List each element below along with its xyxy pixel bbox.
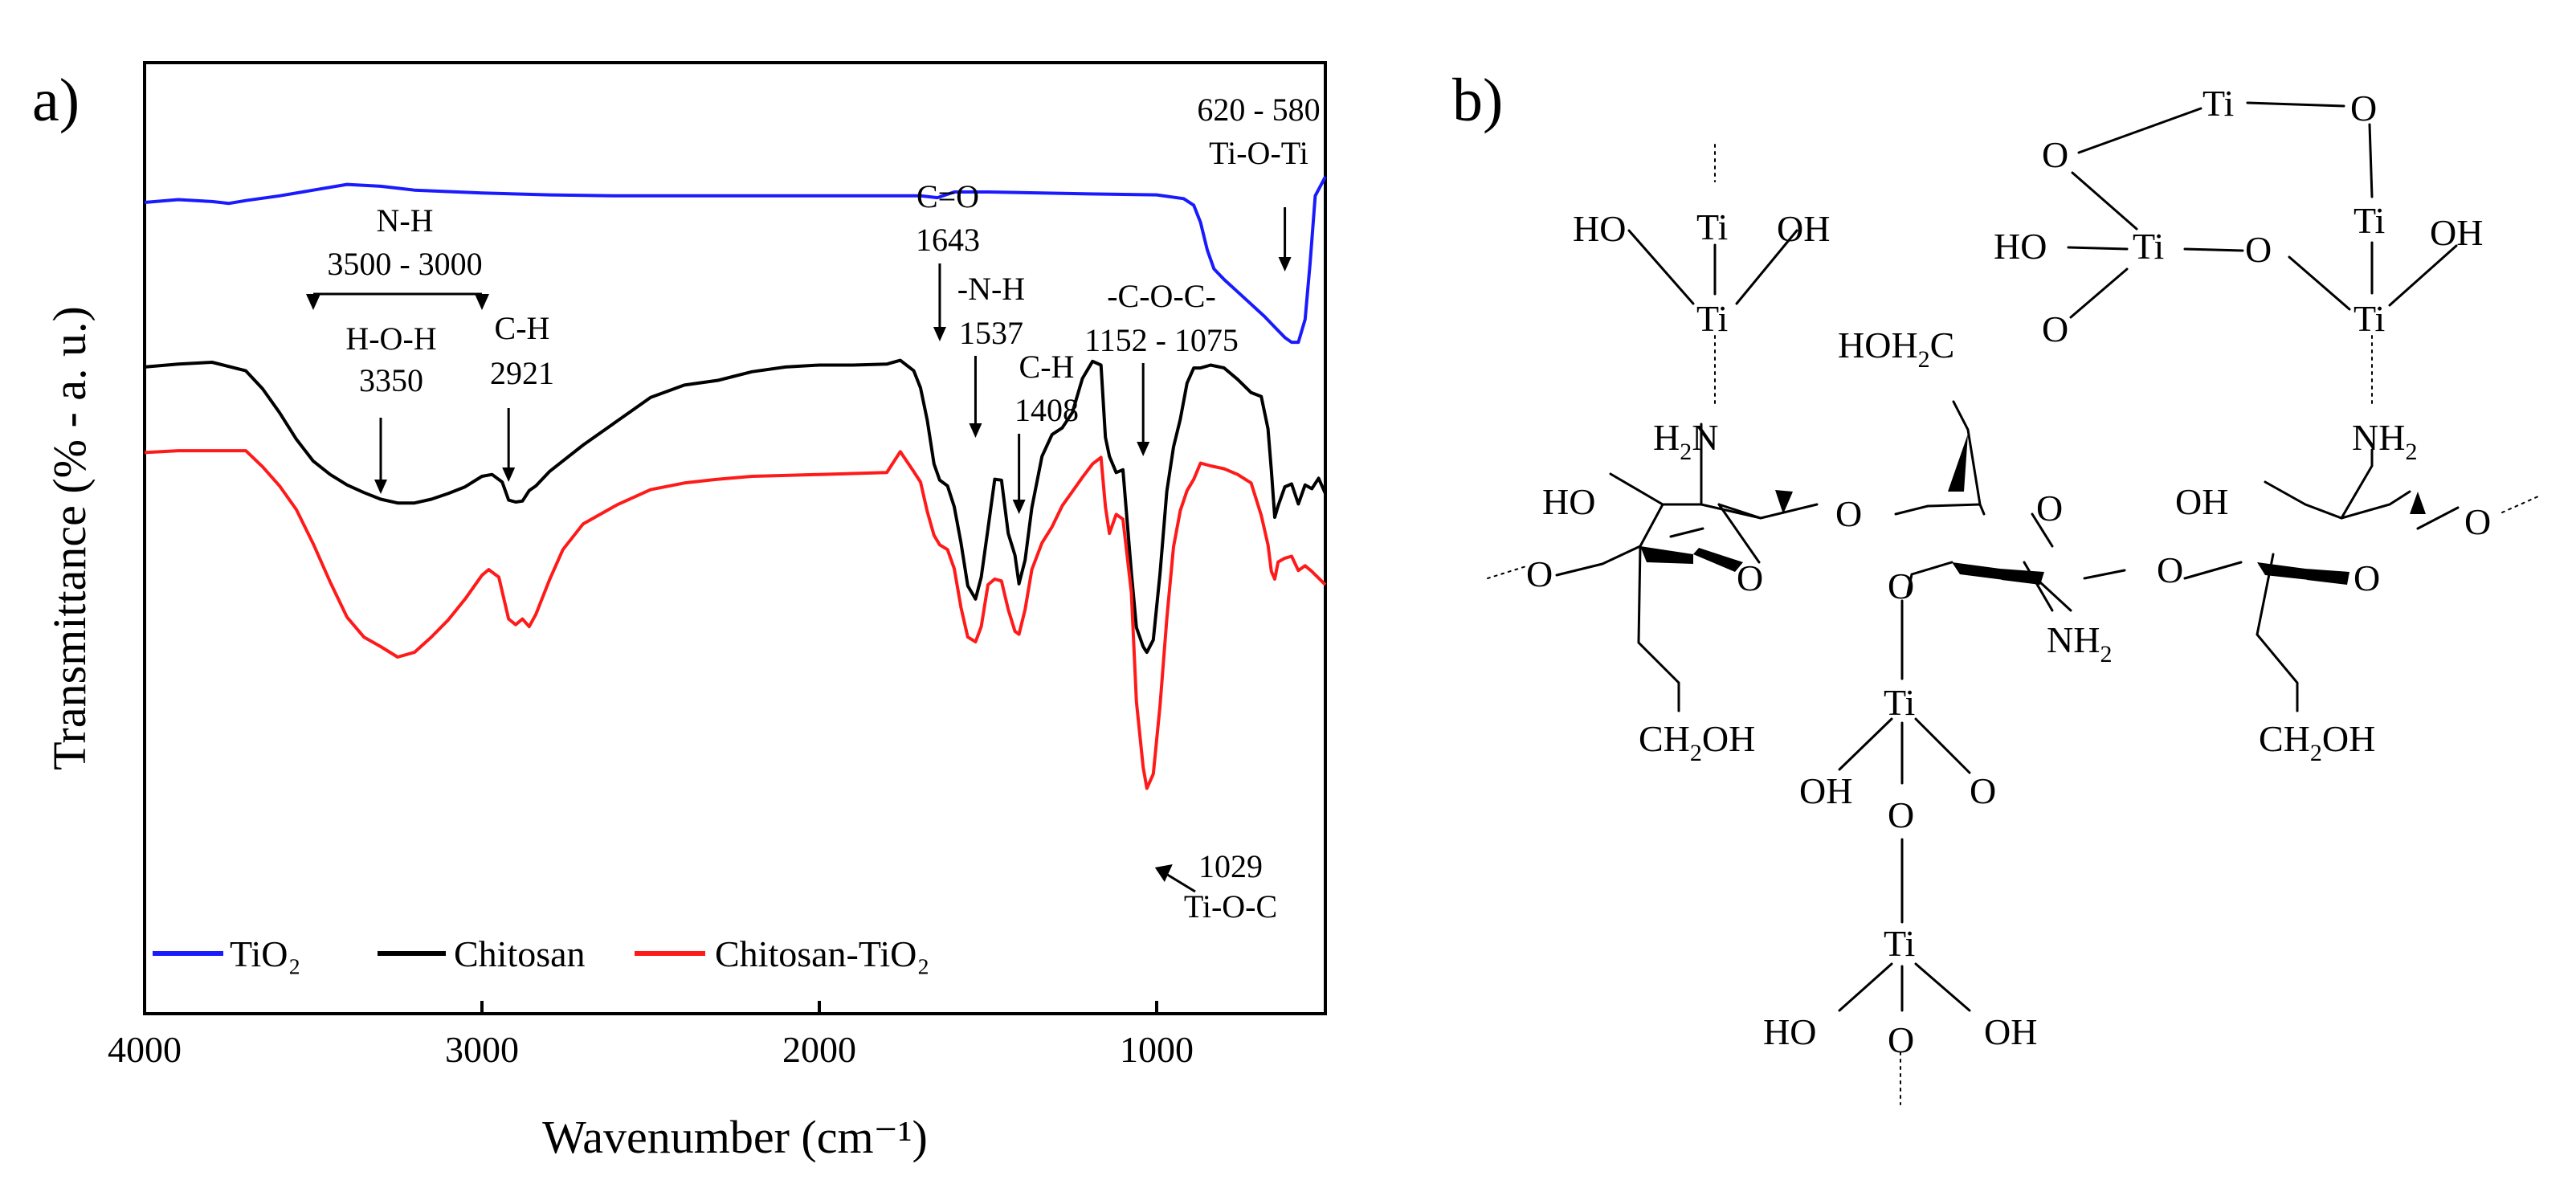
atom-ti-mid: Ti (2133, 226, 2164, 267)
atom-ho-ring1: HO (1542, 481, 1595, 522)
atom-o-low2: O (1888, 1019, 1914, 1060)
x-axis-ticks: 4000 3000 2000 1000 (108, 1001, 1194, 1070)
atom-oh-ul: OH (1777, 208, 1830, 249)
atom-ti-ul1: Ti (1696, 206, 1728, 247)
arrow-ch1-head (502, 467, 516, 482)
annotation-coc-name: -C-O-C- (1107, 278, 1216, 314)
arrow-co-head (933, 327, 946, 341)
atom-ch2oh-right: CH2OH (2259, 718, 2375, 766)
x-tick-label-4000: 4000 (108, 1029, 182, 1070)
annotation-ch2-value: 1408 (1014, 392, 1079, 428)
atom-o-ring1: O (1737, 557, 1763, 598)
annotation-arrows (306, 207, 1292, 893)
annotation-tioti-name: Ti-O-Ti (1209, 135, 1308, 171)
atom-oh-ring3: OH (2175, 481, 2228, 522)
atom-o-l1: O (2042, 134, 2068, 175)
annotation-tioc-name: Ti-O-C (1184, 888, 1277, 925)
atom-ti-top: Ti (2202, 83, 2234, 124)
arrow-tioc-shaft (1166, 872, 1196, 893)
atom-o-bridge: O (1888, 565, 1914, 606)
structure-labels: Ti HO OH Ti Ti O O HO Ti O Ti OH O Ti H2… (1526, 83, 2491, 1060)
atom-ho-ul: HO (1573, 208, 1626, 249)
arrow-nh2-head (969, 423, 982, 438)
panel-b-label: b) (1452, 67, 1503, 134)
atom-ti-low1: Ti (1884, 682, 1915, 723)
annotation-nh-range: 3500 - 3000 (327, 246, 482, 282)
atom-oh-low2: OH (1984, 1011, 2037, 1052)
atom-ho-ur: HO (1994, 226, 2047, 267)
legend-label-chitosan-tio2: Chitosan-TiO₂ (715, 933, 929, 974)
x-tick-label-3000: 3000 (445, 1029, 519, 1070)
annotation-ch1-value: 2921 (490, 355, 554, 391)
atom-o-low1: O (1888, 794, 1914, 835)
annotation-nh2-name: -N-H (957, 271, 1025, 307)
annotation-nh2-value: 1537 (959, 315, 1023, 351)
panel-a-label: a) (32, 67, 80, 134)
annotation-co-name: C=O (917, 178, 979, 214)
annotation-coc-range: 1152 - 1075 (1084, 322, 1239, 358)
annotation-tioc-value: 1029 (1198, 848, 1263, 884)
atom-ti-ul2: Ti (1696, 298, 1728, 339)
atom-o-l2: O (2042, 308, 2068, 349)
atom-o-link2: O (2157, 549, 2183, 590)
nh-bracket-left-tick (306, 294, 320, 310)
atom-oh-low1: OH (1799, 770, 1852, 811)
atom-ti-r1: Ti (2354, 200, 2385, 241)
annotation-ch2-name: C-H (1019, 349, 1075, 385)
arrow-tioti-head (1278, 257, 1292, 271)
atom-nh2-bottom: NH2 (2047, 619, 2112, 667)
annotation-ch1-name: C-H (495, 310, 550, 346)
series-line-tio2 (144, 176, 1327, 345)
atom-nh2-top: NH2 (2352, 417, 2417, 465)
annotation-co-value: 1643 (916, 222, 980, 258)
arrow-coc-head (1137, 442, 1150, 456)
annotation-hoh-name: H-O-H (345, 320, 436, 357)
legend-label-tio2: TiO₂ (230, 933, 301, 974)
atom-ho-low2: HO (1763, 1011, 1816, 1052)
x-tick-label-2000: 2000 (782, 1029, 856, 1070)
y-axis-label: Transmittance (% - a. u.) (43, 306, 96, 770)
atom-o-mid: O (2245, 229, 2272, 270)
x-tick-label-1000: 1000 (1120, 1029, 1194, 1070)
atom-o-ring2: O (2036, 488, 2063, 529)
series-layer (144, 176, 1327, 790)
atom-oh-ur: OH (2430, 212, 2483, 253)
legend-label-chitosan: Chitosan (454, 933, 586, 974)
atom-o-link1: O (1835, 493, 1862, 534)
series-line-chitosan (144, 358, 1327, 655)
chitosan-tio2-structure (1487, 101, 2539, 1105)
annotation-hoh-value: 3350 (359, 362, 423, 398)
x-axis-label: Wavenumber (cm⁻¹) (542, 1111, 928, 1163)
atom-o-end: O (2464, 501, 2491, 542)
arrow-ch2-head (1012, 500, 1026, 514)
atom-h2n: H2N (1653, 417, 1718, 465)
annotation-tioti-range: 620 - 580 (1197, 92, 1320, 128)
series-line-chitosan-tio2 (144, 449, 1327, 790)
atom-hoh2c: HOH2C (1838, 325, 1954, 373)
annotation-nh-name: N-H (376, 202, 433, 239)
arrow-tioc-head (1154, 864, 1173, 882)
arrow-hoh-head (374, 480, 387, 494)
legend: TiO₂ Chitosan Chitosan-TiO₂ (153, 933, 929, 974)
atom-ti-r2: Ti (2354, 298, 2385, 339)
nh-bracket-right-tick (475, 294, 489, 310)
atom-ch2oh-left: CH2OH (1639, 718, 1755, 766)
chart-a: 4000 3000 2000 1000 620 - 580 Ti-O-Ti N-H 3… (43, 61, 1327, 1163)
atom-o-left: O (1526, 553, 1553, 594)
atom-o-top: O (2350, 88, 2377, 129)
atom-o-low1r: O (1970, 770, 1996, 811)
atom-o-ring3: O (2354, 557, 2380, 598)
plot-frame (143, 61, 1327, 1015)
atom-ti-low2: Ti (1884, 923, 1915, 964)
